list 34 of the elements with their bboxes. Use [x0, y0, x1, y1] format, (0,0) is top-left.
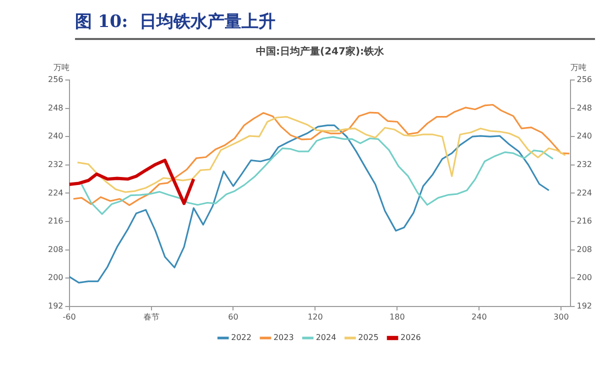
y-tick-label: 216: [48, 216, 64, 226]
y2-tick-label: 208: [576, 244, 592, 254]
y2-tick-label: 224: [576, 188, 592, 198]
y-tick-label: 232: [48, 160, 64, 169]
y-tick-label: 256: [48, 75, 64, 84]
y2-tick-label: 256: [576, 75, 592, 84]
y2-axis-title: 万吨: [570, 63, 587, 72]
y-tick-label: 208: [48, 244, 64, 254]
x-tick-label: 300: [554, 312, 569, 322]
y-tick-label: 192: [48, 301, 64, 310]
chart-title: 图 10: 日均铁水产量上升: [75, 11, 277, 34]
y-tick-label: 240: [48, 132, 64, 141]
chart-subtitle: 中国:日均产量(247家):铁水: [256, 46, 386, 58]
legend-label: 2022: [231, 333, 252, 342]
y2-tick-label: 192: [576, 301, 592, 310]
legend-label: 2026: [400, 333, 421, 342]
y2-tick-label: 200: [576, 273, 592, 282]
x-tick-label: 60: [228, 312, 238, 322]
x-tick-label: 120: [308, 312, 323, 322]
y2-tick-label: 232: [576, 160, 592, 169]
legend-label: 2024: [316, 333, 336, 342]
y-tick-label: 200: [48, 273, 64, 282]
y2-tick-label: 216: [576, 216, 592, 226]
x-tick-label: -60: [62, 312, 76, 322]
y2-tick-label: 248: [576, 103, 592, 112]
y-axis-title: 万吨: [53, 63, 70, 72]
legend-label: 2025: [358, 333, 379, 342]
legend-label: 2023: [273, 333, 294, 342]
y2-tick-label: 240: [576, 132, 592, 141]
x-tick-label: 240: [472, 312, 487, 322]
y-tick-label: 248: [48, 103, 64, 112]
x-tick-label: 180: [390, 312, 405, 322]
x-tick-label: 春节: [143, 312, 160, 322]
y-tick-label: 224: [48, 188, 64, 198]
